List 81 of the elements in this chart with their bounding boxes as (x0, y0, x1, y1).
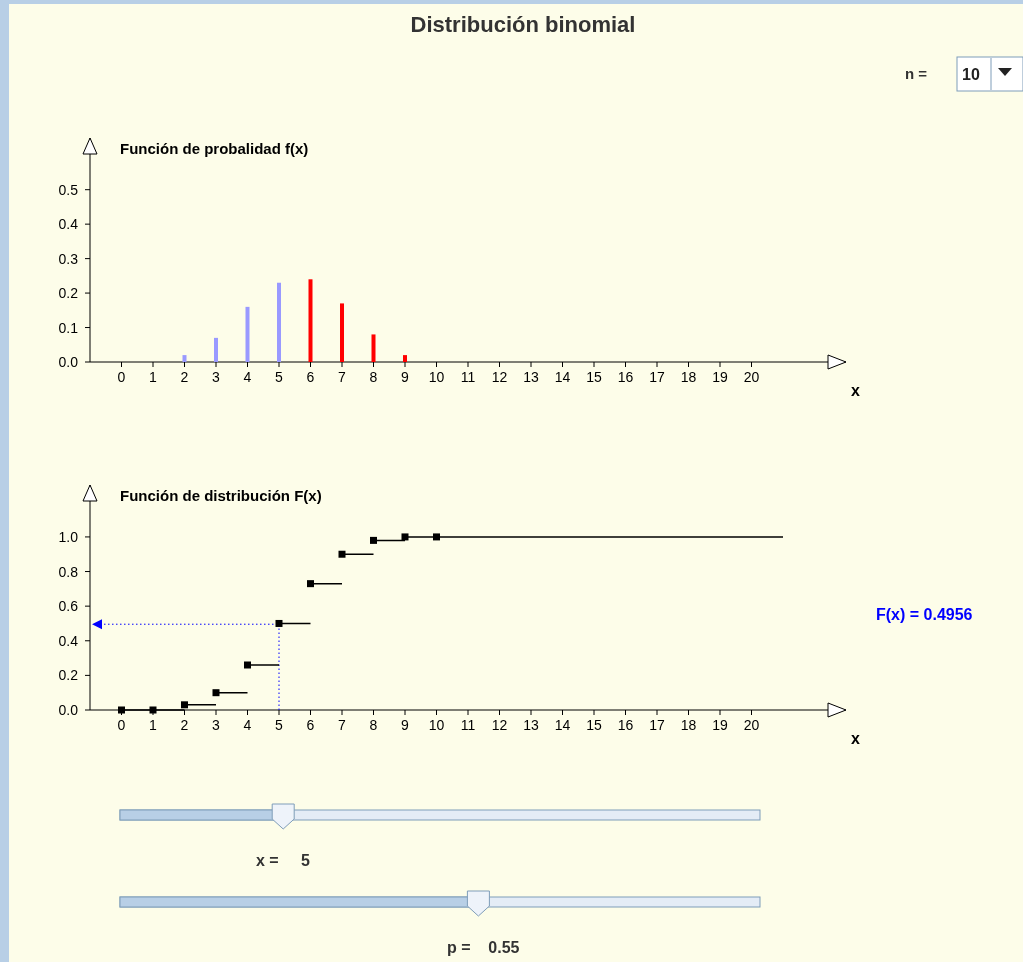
point (307, 580, 314, 588)
x-tick-label: 16 (617, 717, 634, 733)
y-tick-label: 0.5 (58, 181, 79, 198)
x-tick-label: 16 (617, 369, 634, 385)
point (433, 533, 440, 541)
point (401, 533, 409, 541)
bar (340, 303, 344, 362)
point (338, 550, 346, 558)
y-tick-label: 0.4 (58, 632, 79, 649)
x-tick-label: 0 (117, 369, 126, 385)
x-tick-label: 8 (369, 717, 378, 733)
x-tick-label: 9 (401, 369, 410, 385)
x-tick-label: 7 (338, 717, 347, 733)
x-tick-label: 20 (743, 717, 760, 733)
y-tick-label: 1.0 (58, 528, 79, 545)
x-tick-label: 5 (275, 369, 284, 385)
x-tick-label: 13 (523, 717, 539, 733)
x-tick-label: 14 (554, 369, 571, 385)
x-tick-label: 13 (523, 369, 539, 385)
y-tick-label: 0.2 (58, 667, 79, 684)
x-tick-label: 11 (460, 717, 476, 733)
y-tick-label: 0.4 (58, 216, 79, 233)
point (275, 619, 283, 627)
x-tick-label: 18 (680, 369, 697, 385)
x-tick-label: 9 (401, 717, 410, 733)
x-tick-label: 3 (212, 369, 221, 385)
x-axis-title: x (851, 730, 860, 747)
y-axis-title: Función de distribución F(x) (120, 487, 322, 504)
point (181, 701, 188, 709)
x-tick-label: 6 (306, 369, 315, 385)
bar (403, 355, 407, 362)
point (370, 536, 377, 544)
x-tick-label: 3 (212, 717, 221, 733)
x-tick-label: 1 (149, 369, 158, 385)
x-tick-label: 17 (649, 369, 665, 385)
x-tick-label: 10 (428, 369, 445, 385)
y-tick-label: 0.0 (58, 354, 79, 370)
text: 10 (962, 66, 980, 83)
x-tick-label: 12 (491, 717, 508, 733)
y-tick-label: 0.0 (58, 702, 79, 718)
x-tick-label: 4 (243, 369, 252, 385)
y-tick-label: 0.8 (58, 563, 79, 580)
bar (277, 282, 281, 362)
y-axis-title: Función de probalidad f(x) (120, 140, 309, 157)
bar (182, 355, 187, 362)
chart-title: Distribución binomial (410, 12, 636, 37)
text: n = (905, 65, 928, 82)
x-tick-label: 14 (554, 717, 571, 733)
x-tick-label: 7 (338, 369, 347, 385)
x-tick-label: 2 (180, 369, 189, 385)
y-tick-label: 0.3 (58, 250, 79, 267)
y-tick-label: 0.2 (58, 285, 79, 302)
text: x = 5 (256, 852, 310, 869)
x-tick-label: 5 (275, 717, 284, 733)
text: p = 0.55 (447, 939, 520, 956)
x-tick-label: 15 (586, 717, 602, 733)
bar (245, 306, 250, 362)
x-tick-label: 2 (180, 717, 189, 733)
y-tick-label: 0.1 (58, 319, 79, 336)
x-tick-label: 6 (306, 717, 315, 733)
x-tick-label: 15 (586, 369, 602, 385)
x-tick-label: 18 (680, 717, 697, 733)
x-tick-label: 10 (428, 717, 445, 733)
bar (371, 334, 376, 362)
x-tick-label: 4 (243, 717, 252, 733)
x-tick-label: 0 (117, 717, 126, 733)
x-tick-label: 19 (712, 369, 728, 385)
bar (214, 337, 218, 362)
text: F(x) = 0.4956 (876, 606, 973, 623)
point (244, 661, 251, 669)
y-tick-label: 0.6 (58, 598, 79, 615)
x-axis-title: x (851, 382, 860, 399)
x-tick-label: 8 (369, 369, 378, 385)
point (212, 689, 220, 697)
x-tick-label: 12 (491, 369, 508, 385)
x-tick-label: 11 (460, 369, 476, 385)
bar (308, 279, 313, 362)
x-tick-label: 20 (743, 369, 760, 385)
x-tick-label: 17 (649, 717, 665, 733)
x-tick-label: 1 (149, 717, 158, 733)
x-tick-label: 19 (712, 717, 728, 733)
